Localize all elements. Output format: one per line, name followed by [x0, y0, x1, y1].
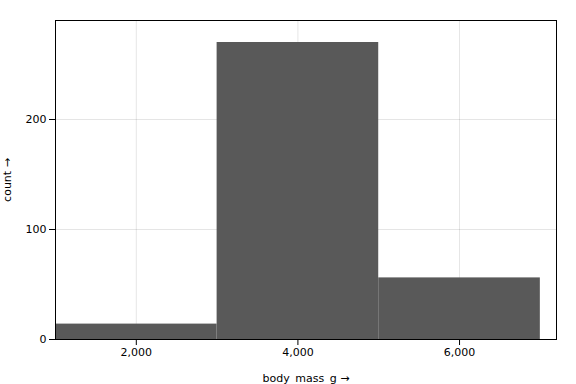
svg-text:count →: count →: [1, 158, 14, 202]
svg-text:0: 0: [40, 333, 47, 346]
svg-text:200: 200: [26, 113, 47, 126]
svg-text:body_mass_g →: body_mass_g →: [263, 372, 350, 384]
svg-text:100: 100: [26, 223, 47, 236]
svg-text:2,000: 2,000: [121, 346, 153, 359]
svg-text:4,000: 4,000: [282, 346, 314, 359]
svg-text:6,000: 6,000: [444, 346, 476, 359]
